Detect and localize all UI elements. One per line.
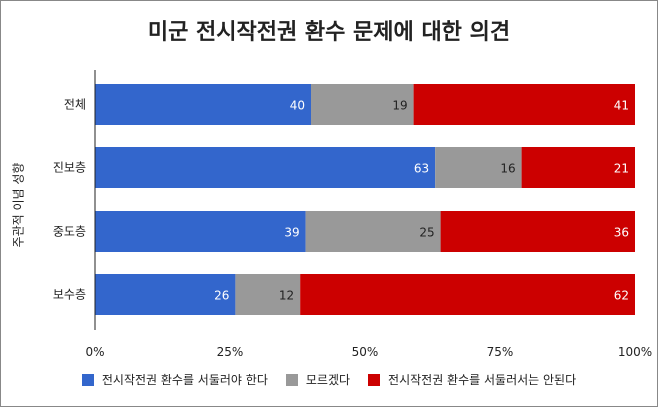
data-label: 26 — [214, 289, 229, 303]
legend-label: 모르겠다 — [305, 373, 351, 387]
data-label: 16 — [500, 162, 515, 176]
bar-segment — [440, 211, 635, 252]
x-tick-label: 75% — [487, 345, 514, 359]
legend-label: 전시작전권 환수를 서둘러야 한다 — [101, 373, 268, 387]
legend-swatch — [368, 373, 381, 386]
category-label: 보수층 — [53, 288, 86, 302]
data-label: 40 — [290, 99, 305, 113]
bar-segment — [95, 84, 311, 125]
data-label: 12 — [279, 289, 294, 303]
bar-segment — [311, 84, 414, 125]
bar-segment — [305, 211, 441, 252]
x-tick-label: 25% — [217, 345, 244, 359]
data-label: 19 — [392, 99, 407, 113]
x-tick-label: 100% — [618, 345, 652, 359]
legend-item: 전시작전권 환수를 서둘러서는 안된다 — [368, 371, 576, 388]
bar-segment — [95, 211, 306, 252]
data-label: 62 — [614, 289, 629, 303]
bar-segment — [413, 84, 635, 125]
bar-segment — [521, 147, 635, 188]
data-label: 39 — [284, 226, 299, 240]
bar-segment — [95, 147, 436, 188]
bar-segment — [435, 147, 522, 188]
data-label: 41 — [614, 99, 629, 113]
legend-label: 전시작전권 환수를 서둘러서는 안된다 — [388, 373, 577, 387]
category-label: 중도층 — [53, 225, 86, 239]
data-label: 25 — [419, 226, 434, 240]
bar-segment — [95, 274, 236, 315]
legend: 전시작전권 환수를 서둘러야 한다 모르겠다 전시작전권 환수를 서둘러서는 안된다 — [0, 371, 658, 388]
legend-swatch — [81, 373, 94, 386]
bar-segment — [235, 274, 301, 315]
chart-title: 미군 전시작전권 환수 문제에 대한 의견 — [147, 20, 511, 45]
bar-segment — [300, 274, 635, 315]
x-tick-label: 0% — [85, 345, 104, 359]
category-label: 진보층 — [53, 161, 86, 175]
category-label: 전체 — [64, 98, 86, 112]
legend-swatch — [285, 373, 298, 386]
data-label: 63 — [414, 162, 429, 176]
legend-item: 모르겠다 — [285, 371, 351, 388]
legend-item: 전시작전권 환수를 서둘러야 한다 — [81, 371, 268, 388]
data-label: 36 — [614, 226, 629, 240]
data-label: 21 — [614, 162, 629, 176]
x-tick-label: 50% — [352, 345, 379, 359]
